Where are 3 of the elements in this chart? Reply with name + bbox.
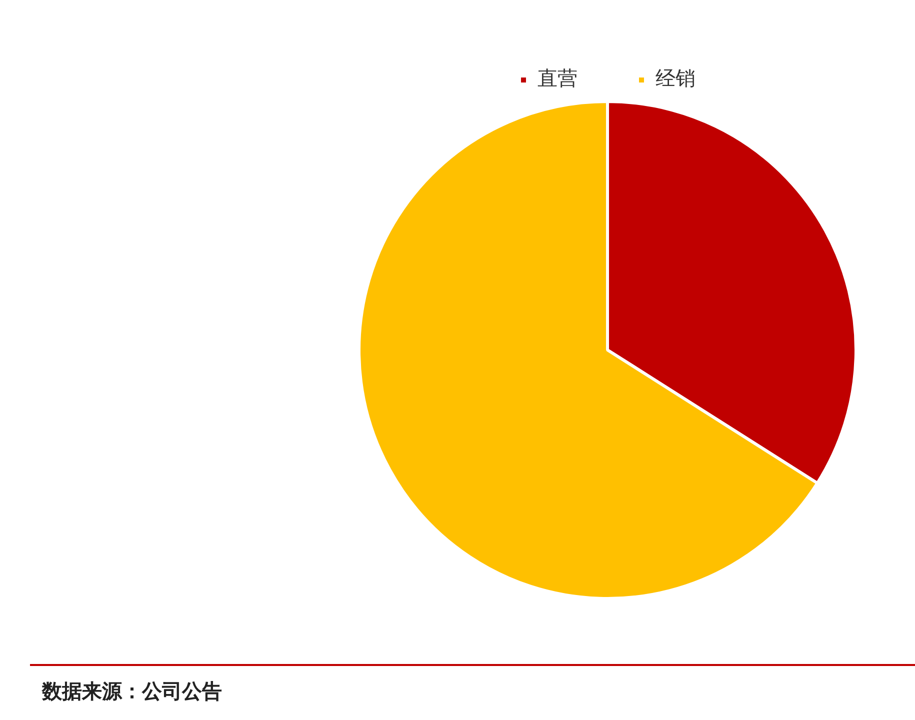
legend-label: 经销 [656,66,696,90]
source-note: 数据来源：公司公告 [42,678,222,705]
legend-label: 直营 [538,66,578,90]
